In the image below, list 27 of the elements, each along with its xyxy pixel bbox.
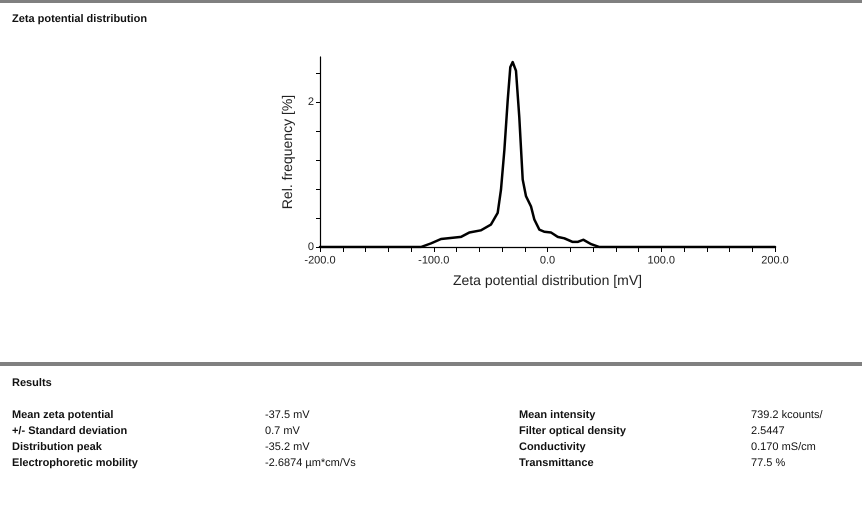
x-tick-label: 200.0: [761, 254, 789, 266]
text: -2.6874 µm*cm/Vs: [265, 457, 357, 469]
text: Filter optical density: [519, 425, 627, 437]
text: -35.2 mV: [265, 441, 311, 453]
text: Mean intensity: [519, 409, 596, 421]
x-tick-label: 0.0: [540, 254, 556, 266]
x-axis-title: Zeta potential distribution [mV]: [452, 272, 642, 288]
text: 0.170 mS/cm: [751, 441, 817, 453]
text: 739.2 kcounts/: [751, 409, 824, 421]
text: Zeta potential distribution: [12, 13, 148, 25]
text: Electrophoretic mobility: [12, 457, 139, 469]
text: Mean zeta potential: [12, 409, 114, 421]
y-tick-label: 2: [308, 96, 314, 108]
text: Conductivity: [519, 441, 587, 453]
text: Distribution peak: [12, 441, 103, 453]
text: Results: [12, 377, 53, 389]
text: -37.5 mV: [265, 409, 311, 421]
x-tick-label: -100.0: [418, 254, 450, 266]
text: 2.5447: [751, 425, 786, 437]
text: 0.7 mV: [265, 425, 301, 437]
text: 77.5 %: [751, 457, 786, 469]
x-tick-label: 100.0: [647, 254, 676, 266]
x-tick-label: -200.0: [304, 254, 336, 266]
text: Transmittance: [519, 457, 595, 469]
y-tick-label: 0: [308, 241, 314, 253]
y-axis-title: Rel. frequency [%]: [279, 94, 295, 210]
text: +/- Standard deviation: [12, 425, 128, 437]
